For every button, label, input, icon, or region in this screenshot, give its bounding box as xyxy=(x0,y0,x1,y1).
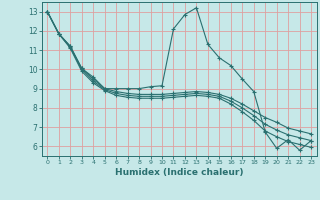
X-axis label: Humidex (Indice chaleur): Humidex (Indice chaleur) xyxy=(115,168,244,177)
